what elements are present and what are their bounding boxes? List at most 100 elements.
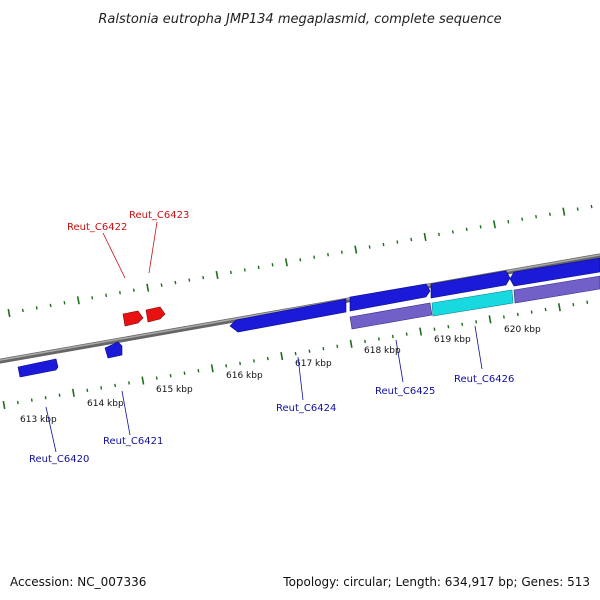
minor-tick — [30, 398, 33, 402]
minor-tick — [188, 278, 191, 282]
minor-tick — [535, 214, 538, 219]
minor-tick — [479, 225, 482, 229]
major-tick — [7, 308, 11, 318]
gene-labels: Reut_C6420 Reut_C6421 Reut_C6422 Reut_C6… — [29, 210, 514, 465]
minor-tick — [586, 300, 589, 304]
gene-reut-c6424[interactable] — [229, 298, 347, 333]
minor-tick — [507, 220, 510, 224]
gene-reut-c6420[interactable] — [17, 358, 59, 378]
minor-tick — [322, 347, 325, 351]
genes — [17, 257, 600, 378]
minor-tick — [16, 400, 19, 405]
minor-tick — [438, 232, 440, 237]
major-tick — [419, 327, 423, 336]
minor-tick — [114, 383, 117, 388]
minor-tick — [368, 245, 371, 249]
major-tick — [146, 283, 150, 292]
major-tick — [488, 315, 492, 324]
minor-tick — [63, 301, 66, 305]
major-tick — [280, 351, 284, 361]
accession-label: Accession: NC_007336 — [10, 575, 146, 589]
minor-tick — [202, 275, 205, 280]
minor-tick — [590, 204, 593, 209]
minor-tick — [516, 312, 519, 317]
minor-tick — [243, 268, 246, 272]
minor-tick — [118, 291, 121, 295]
scale-label: 614 kbp — [87, 399, 124, 409]
scale-label: 620 kbp — [504, 325, 541, 335]
minor-tick — [44, 395, 47, 400]
minor-tick — [58, 393, 61, 397]
minor-tick — [502, 315, 505, 319]
major-tick — [141, 376, 145, 385]
minor-tick — [299, 258, 302, 262]
minor-tick — [229, 270, 232, 275]
minor-tick — [530, 310, 533, 314]
gene-reut-c6425[interactable] — [349, 283, 431, 312]
gene-right-edge[interactable] — [509, 257, 600, 287]
minor-tick — [327, 253, 329, 257]
minor-tick — [86, 388, 89, 393]
gene-reut-c6422[interactable] — [122, 310, 144, 327]
major-tick — [2, 400, 6, 410]
gene-reut-c6425-feature[interactable] — [349, 302, 433, 330]
major-tick — [210, 364, 214, 373]
gene-reut-c6423[interactable] — [145, 306, 166, 323]
minor-tick — [544, 307, 547, 312]
minor-tick — [382, 242, 385, 247]
minor-tick — [225, 364, 228, 368]
minor-tick — [49, 303, 52, 308]
minor-tick — [396, 240, 399, 244]
minor-tick — [451, 230, 454, 234]
minor-tick — [308, 349, 311, 353]
gene-label-reut-c6425[interactable]: Reut_C6425 — [375, 386, 435, 397]
major-tick — [354, 245, 358, 254]
minor-tick — [433, 327, 436, 331]
minor-tick — [174, 280, 177, 285]
scale-label: 618 kbp — [364, 346, 401, 356]
gene-label-reut-c6426[interactable]: Reut_C6426 — [454, 374, 514, 385]
minor-tick — [410, 237, 413, 242]
gene-label-reut-c6422[interactable]: Reut_C6422 — [67, 222, 127, 233]
scale-label: 615 kbp — [156, 385, 193, 395]
minor-tick — [465, 227, 468, 232]
gene-right-edge-feature[interactable] — [513, 275, 600, 304]
major-tick — [284, 258, 288, 267]
minor-tick — [266, 356, 269, 361]
minor-tick — [128, 381, 130, 385]
minor-tick — [21, 308, 24, 313]
major-tick — [349, 339, 353, 348]
major-tick — [423, 232, 427, 242]
major-tick — [76, 296, 80, 305]
major-tick — [215, 270, 219, 280]
minor-tick — [461, 322, 464, 326]
gene-label-reut-c6420[interactable]: Reut_C6420 — [29, 454, 89, 465]
minor-tick — [155, 376, 158, 380]
minor-tick — [336, 344, 339, 348]
minor-tick — [521, 217, 524, 221]
major-tick — [562, 207, 566, 216]
gene-reut-c6426[interactable] — [430, 270, 511, 299]
minor-tick — [572, 303, 575, 307]
gene-label-reut-c6423[interactable]: Reut_C6423 — [129, 210, 189, 221]
minor-tick — [252, 359, 255, 363]
scale-label: 617 kbp — [295, 359, 332, 369]
gene-label-reut-c6424[interactable]: Reut_C6424 — [276, 403, 336, 414]
minor-tick — [475, 320, 478, 324]
minor-tick — [100, 386, 103, 390]
minor-tick — [447, 325, 450, 329]
minor-tick — [271, 263, 274, 267]
gene-label-reut-c6421[interactable]: Reut_C6421 — [103, 436, 163, 447]
minor-tick — [405, 332, 408, 336]
gene-reut-c6426-feature[interactable] — [431, 289, 514, 317]
minor-tick — [548, 212, 551, 216]
minor-tick — [160, 283, 163, 287]
minor-tick — [132, 288, 135, 292]
scale-label: 616 kbp — [226, 371, 263, 381]
major-tick — [71, 388, 75, 397]
major-tick — [557, 303, 561, 312]
minor-tick — [313, 255, 316, 259]
gene-reut-c6421[interactable] — [104, 341, 123, 359]
minor-tick — [391, 334, 394, 339]
